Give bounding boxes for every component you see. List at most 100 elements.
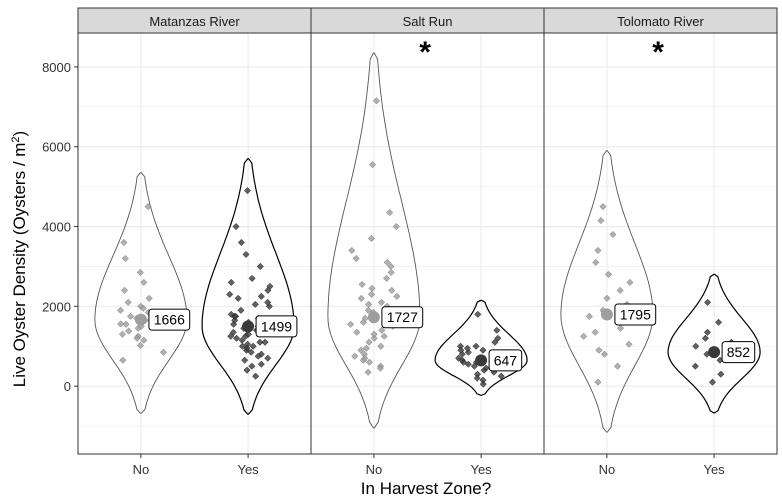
data-point	[708, 378, 717, 386]
data-point	[249, 342, 257, 350]
data-point	[140, 278, 148, 286]
data-point	[119, 356, 127, 364]
data-point	[457, 346, 465, 354]
data-point	[127, 312, 135, 320]
data-point	[383, 258, 391, 267]
median-point	[367, 311, 380, 324]
data-point	[227, 278, 235, 286]
data-point	[497, 372, 505, 380]
data-point	[592, 258, 600, 267]
median-label: 647	[494, 352, 518, 368]
data-point	[591, 328, 599, 336]
data-point	[248, 274, 256, 282]
y-tick-label: 4000	[42, 220, 71, 235]
data-point	[369, 161, 377, 169]
data-point	[473, 374, 481, 382]
data-point	[118, 330, 127, 338]
panel-background	[544, 33, 777, 454]
x-tick-label: No	[366, 462, 383, 477]
data-point	[362, 344, 370, 352]
data-point	[455, 354, 463, 362]
data-point	[256, 338, 264, 346]
data-point	[472, 342, 480, 350]
data-point	[226, 290, 234, 298]
x-tick-label: No	[133, 462, 150, 477]
data-point	[242, 250, 250, 259]
significance-star: *	[419, 36, 431, 69]
data-point	[347, 320, 355, 328]
y-axis-title-main: Live Oyster Density (Oysters / m	[10, 143, 29, 388]
data-point	[348, 246, 356, 255]
data-point	[626, 278, 634, 286]
median-point	[600, 308, 613, 321]
data-point	[230, 320, 238, 328]
x-tick-label: Yes	[703, 462, 725, 477]
data-point	[261, 338, 269, 346]
median-label: 1727	[387, 309, 418, 325]
data-point	[376, 364, 384, 372]
y-tick-label: 2000	[42, 299, 71, 314]
data-point	[479, 346, 487, 354]
data-point	[464, 348, 472, 356]
data-point	[237, 306, 245, 314]
facet-label-tolomato-river: Tolomato River	[617, 14, 704, 29]
violin-matanzas-river-no	[94, 172, 188, 414]
data-point	[365, 300, 373, 308]
data-point	[117, 306, 125, 314]
data-point	[493, 326, 501, 334]
data-point	[692, 342, 700, 350]
data-point	[136, 341, 145, 350]
data-point	[604, 270, 613, 278]
data-point	[614, 362, 622, 370]
data-point	[159, 348, 168, 356]
data-point	[351, 352, 359, 360]
data-point	[244, 340, 252, 348]
data-point	[227, 332, 235, 340]
data-point	[463, 344, 471, 352]
data-point	[377, 298, 386, 306]
data-point	[585, 312, 593, 320]
data-point	[365, 338, 373, 346]
data-point	[368, 284, 376, 292]
y-axis-title-close: )	[10, 131, 29, 137]
data-point	[361, 354, 369, 362]
data-point	[254, 352, 262, 360]
facet-label-salt-run: Salt Run	[403, 14, 453, 29]
data-point	[353, 328, 361, 336]
data-point	[378, 326, 386, 334]
x-tick-label: No	[599, 462, 616, 477]
data-point	[474, 310, 482, 318]
x-axis-title: In Harvest Zone?	[361, 479, 491, 498]
data-point	[243, 187, 252, 195]
data-point	[595, 346, 603, 354]
data-point	[479, 376, 487, 384]
data-point	[124, 298, 132, 306]
data-point	[238, 342, 246, 350]
data-point	[266, 282, 274, 290]
data-point	[701, 334, 709, 342]
data-point	[387, 268, 395, 276]
data-point	[600, 350, 608, 358]
y-axis-title: Live Oyster Density (Oysters / m2)	[10, 131, 29, 387]
median-label: 1499	[261, 318, 292, 334]
data-point	[392, 222, 400, 231]
data-point	[703, 328, 711, 336]
panel-background	[78, 33, 311, 454]
median-point	[134, 313, 147, 326]
data-point	[247, 348, 255, 356]
median-label-box	[148, 308, 191, 331]
data-point	[121, 254, 129, 263]
data-point	[594, 378, 602, 386]
data-point	[144, 203, 152, 211]
data-point	[370, 334, 378, 342]
data-point	[234, 294, 242, 302]
data-point	[237, 238, 245, 247]
data-point	[464, 360, 472, 368]
data-point	[264, 298, 272, 306]
data-point	[370, 330, 378, 338]
significance-star: *	[652, 36, 664, 69]
data-point	[139, 304, 147, 312]
data-point	[456, 342, 465, 350]
data-point	[491, 338, 499, 346]
